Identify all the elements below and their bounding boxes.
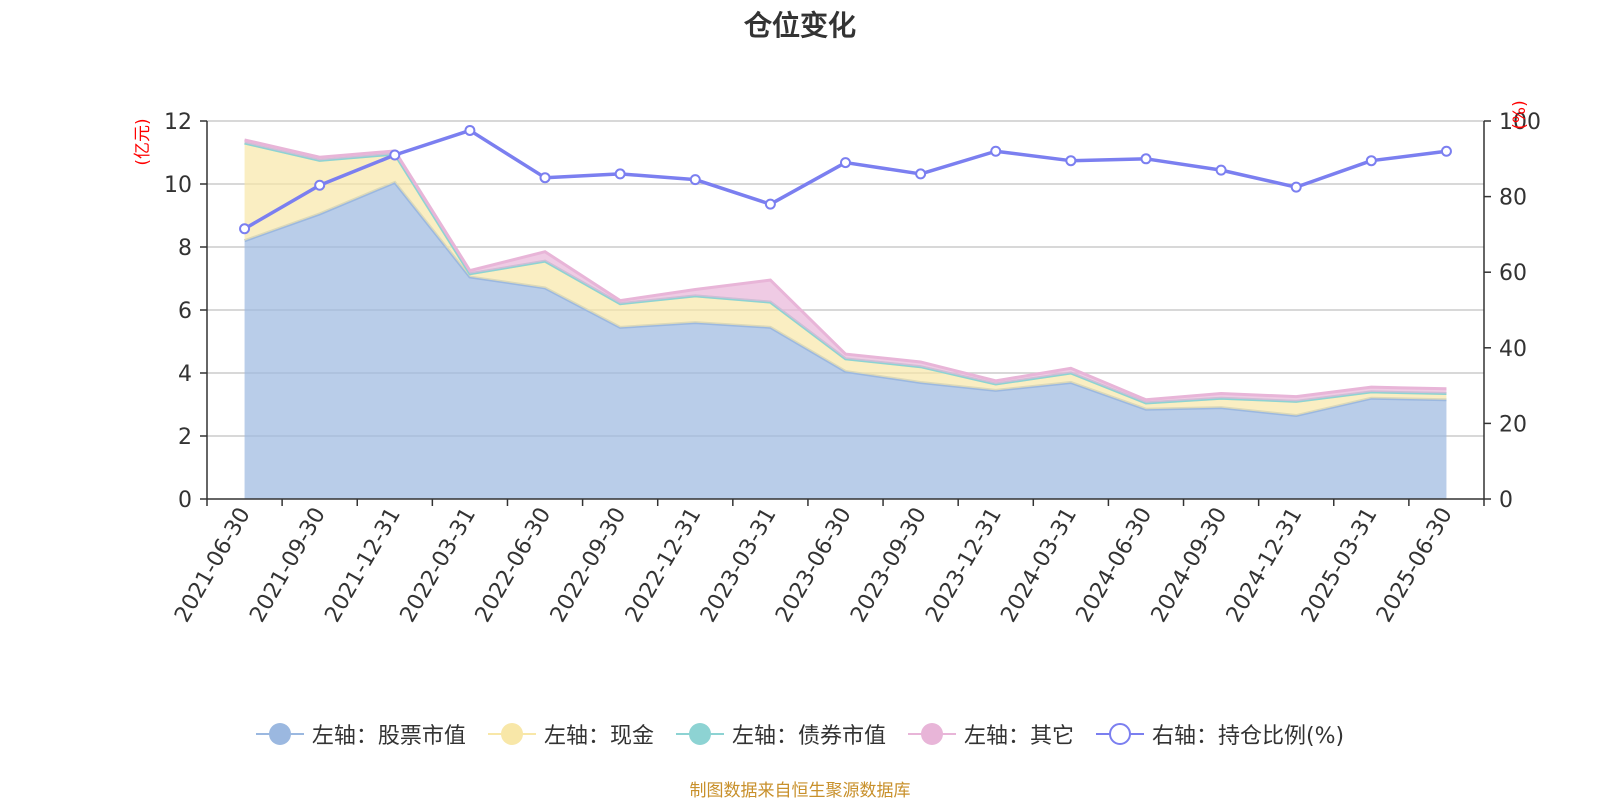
legend-label-bond-value: 左轴：债券市值: [731, 724, 886, 749]
x-tick-label: 2021-09-30: [245, 504, 331, 627]
left-axis-unit: (亿元): [133, 118, 153, 165]
ratio-line: [239, 124, 1452, 235]
x-tick-label: 2022-12-31: [621, 504, 707, 627]
x-tick-label: 2023-06-30: [771, 504, 857, 627]
x-tick-label: 2022-03-31: [396, 503, 482, 626]
chart-title: 仓位变化: [743, 9, 856, 42]
ratio-point: [314, 179, 326, 191]
left-tick-label: 8: [178, 236, 192, 261]
ratio-point: [239, 223, 251, 235]
x-tick-label: 2023-12-31: [921, 504, 1007, 627]
legend-item-bond-value[interactable]: 左轴：债券市值: [675, 718, 886, 750]
ratio-point: [915, 168, 927, 180]
stacked-areas: [244, 138, 1447, 500]
x-tick-label: 2025-03-31: [1297, 504, 1383, 627]
ratio-point: [1290, 181, 1302, 193]
legend-item-stock-value[interactable]: 左轴：股票市值: [255, 718, 466, 750]
legend-marker-cash: [487, 722, 536, 746]
legend-label-cash: 左轴：现金: [543, 724, 654, 749]
area-1: [244, 143, 1447, 416]
x-tick-label: 2022-09-30: [546, 504, 632, 627]
x-tick-label: 2024-12-31: [1222, 504, 1308, 627]
left-tick-label: 12: [164, 110, 192, 135]
ratio-point: [1140, 153, 1152, 165]
right-tick-label: 60: [1499, 261, 1527, 286]
source-note: 制图数据来自恒生聚源数据库: [689, 781, 911, 801]
x-tick-label: 2021-12-31: [320, 504, 406, 627]
ratio-point: [1215, 164, 1227, 176]
left-tick-label: 6: [178, 299, 192, 324]
left-tick-label: 10: [164, 173, 192, 198]
ratio-point: [539, 172, 551, 184]
left-tick-label: 4: [178, 362, 192, 387]
right-tick-label: 0: [1499, 488, 1513, 513]
x-tick-label: 2022-06-30: [471, 504, 557, 627]
ratio-point: [689, 174, 701, 186]
ratio-point: [1365, 155, 1377, 167]
legend-marker-stock-value: [255, 722, 304, 746]
ratio-point: [840, 157, 851, 169]
ratio-point: [464, 124, 476, 136]
legend-item-position-ratio[interactable]: 右轴：持仓比例(%): [1095, 718, 1345, 750]
legend-marker-bond-value: [675, 722, 724, 746]
legend: 左轴：股票市值 左轴：现金 左轴：债券市值 左轴：其它 右轴：持仓比例(%): [0, 718, 1600, 750]
x-tick-label: 2024-06-30: [1072, 504, 1158, 627]
left-tick-label: 2: [178, 425, 192, 450]
ratio-point: [614, 168, 626, 180]
legend-item-other[interactable]: 左轴：其它: [907, 718, 1074, 750]
right-tick-label: 20: [1499, 412, 1527, 437]
legend-label-position-ratio: 右轴：持仓比例(%): [1151, 724, 1345, 749]
legend-marker-position-ratio: [1095, 722, 1144, 746]
right-tick-label: 40: [1499, 337, 1527, 362]
legend-label-stock-value: 左轴：股票市值: [311, 724, 466, 749]
right-tick-label: 80: [1499, 186, 1527, 211]
ratio-point: [389, 149, 401, 161]
x-tick-label: 2024-09-30: [1147, 504, 1233, 627]
ratio-point: [1065, 155, 1077, 167]
ratio-point: [990, 145, 1002, 157]
legend-marker-other: [907, 722, 956, 746]
x-tick-label: 2023-09-30: [846, 504, 932, 627]
left-tick-label: 0: [178, 488, 192, 513]
x-tick-label: 2021-06-30: [170, 504, 256, 627]
ratio-point: [764, 198, 776, 210]
legend-item-cash[interactable]: 左轴：现金: [487, 718, 654, 750]
x-tick-label: 2025-06-30: [1372, 504, 1458, 627]
area-0: [244, 182, 1447, 500]
x-tick-label: 2024-03-31: [996, 504, 1082, 627]
right-axis-unit: (%): [1510, 100, 1530, 129]
area-edge-3: [244, 138, 1447, 402]
legend-label-other: 左轴：其它: [963, 724, 1074, 749]
x-tick-label: 2023-03-31: [696, 504, 782, 627]
ratio-point: [1440, 145, 1452, 157]
right-tick-label: 100: [1499, 110, 1541, 135]
